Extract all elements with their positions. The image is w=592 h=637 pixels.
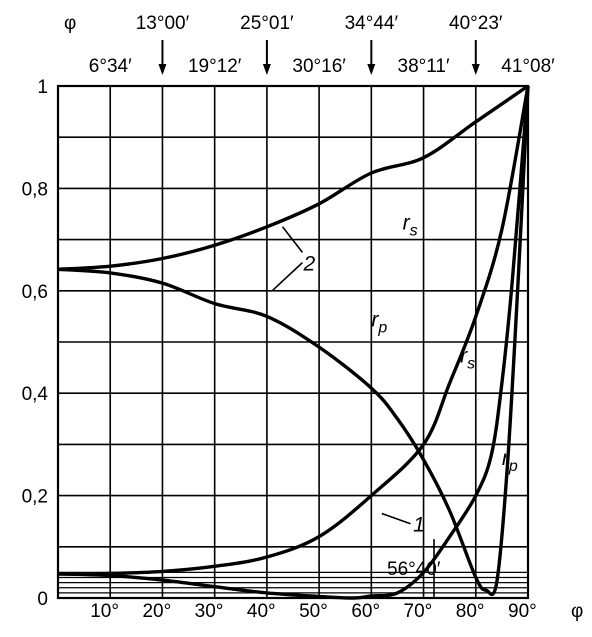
x-tick-label: 40° <box>247 601 276 622</box>
leader-line <box>271 262 303 292</box>
top-axis-label: 30°16′ <box>292 56 346 77</box>
top-axis-label: 38°11′ <box>398 56 450 77</box>
annotation: rp <box>371 309 387 337</box>
top-axis-symbol: φ <box>64 13 76 34</box>
leader-line <box>281 226 304 253</box>
top-axis-label: 13°00′ <box>136 13 190 34</box>
annotation: 56°40′ <box>387 559 441 580</box>
x-tick-label: 60° <box>351 601 380 622</box>
x-tick-label: 80° <box>456 601 485 622</box>
annotation: rs <box>403 211 418 239</box>
top-axis-label: 41°08′ <box>501 56 555 77</box>
series-line-rs-2 <box>57 84 529 271</box>
y-tick-label: 0 <box>37 589 48 610</box>
y-tick-label: 0,4 <box>22 384 49 405</box>
top-axis-label: 40°23′ <box>449 13 503 34</box>
x-axis-label: φ <box>571 601 583 622</box>
annotation: 2 <box>302 252 315 275</box>
grid-lines <box>58 86 528 598</box>
annotation: rs <box>460 344 475 372</box>
x-tick-labels: 10° 20° 30° 40° 50° 60° 70° 80° 90° <box>90 601 537 622</box>
top-axis-label: 25°01′ <box>240 13 294 34</box>
top-axis-label: 19°12′ <box>188 56 242 77</box>
x-tick-label: 70° <box>404 601 433 622</box>
top-axis-arrowhead <box>471 64 480 75</box>
top-axis-arrowhead <box>262 64 271 75</box>
annotation: 1 <box>413 513 425 536</box>
series-line-rs-1 <box>57 85 530 576</box>
x-tick-label: 10° <box>90 601 119 622</box>
y-tick-label: 0,8 <box>22 179 48 200</box>
top-axis-label: 34°44′ <box>345 13 399 34</box>
top-axis-arrowhead <box>158 64 167 75</box>
y-tick-label: 1 <box>37 77 48 98</box>
top-axis-row1: 13°00′ 25°01′ 34°44′ 40°23′ <box>136 13 503 75</box>
y-tick-label: 0,6 <box>22 282 48 303</box>
series-line-rp-2 <box>57 85 530 597</box>
plot-frame <box>56 84 530 600</box>
x-tick-label: 50° <box>299 601 328 622</box>
y-tick-label: 0,2 <box>22 487 48 508</box>
x-tick-label: 30° <box>195 601 224 622</box>
top-axis-row2: 6°34′ 19°12′ 30°16′ 38°11′ 41°08′ <box>89 56 555 77</box>
y-tick-labels: 0 0,2 0,4 0,6 0,8 1 <box>22 77 49 610</box>
leader-line <box>381 512 411 525</box>
top-axis-label: 6°34′ <box>89 56 132 77</box>
x-tick-label: 20° <box>142 601 171 622</box>
curves <box>57 84 530 600</box>
top-axis-arrowhead <box>367 64 376 75</box>
series-line-rp-1 <box>57 85 530 600</box>
x-tick-label: 90° <box>508 601 537 622</box>
